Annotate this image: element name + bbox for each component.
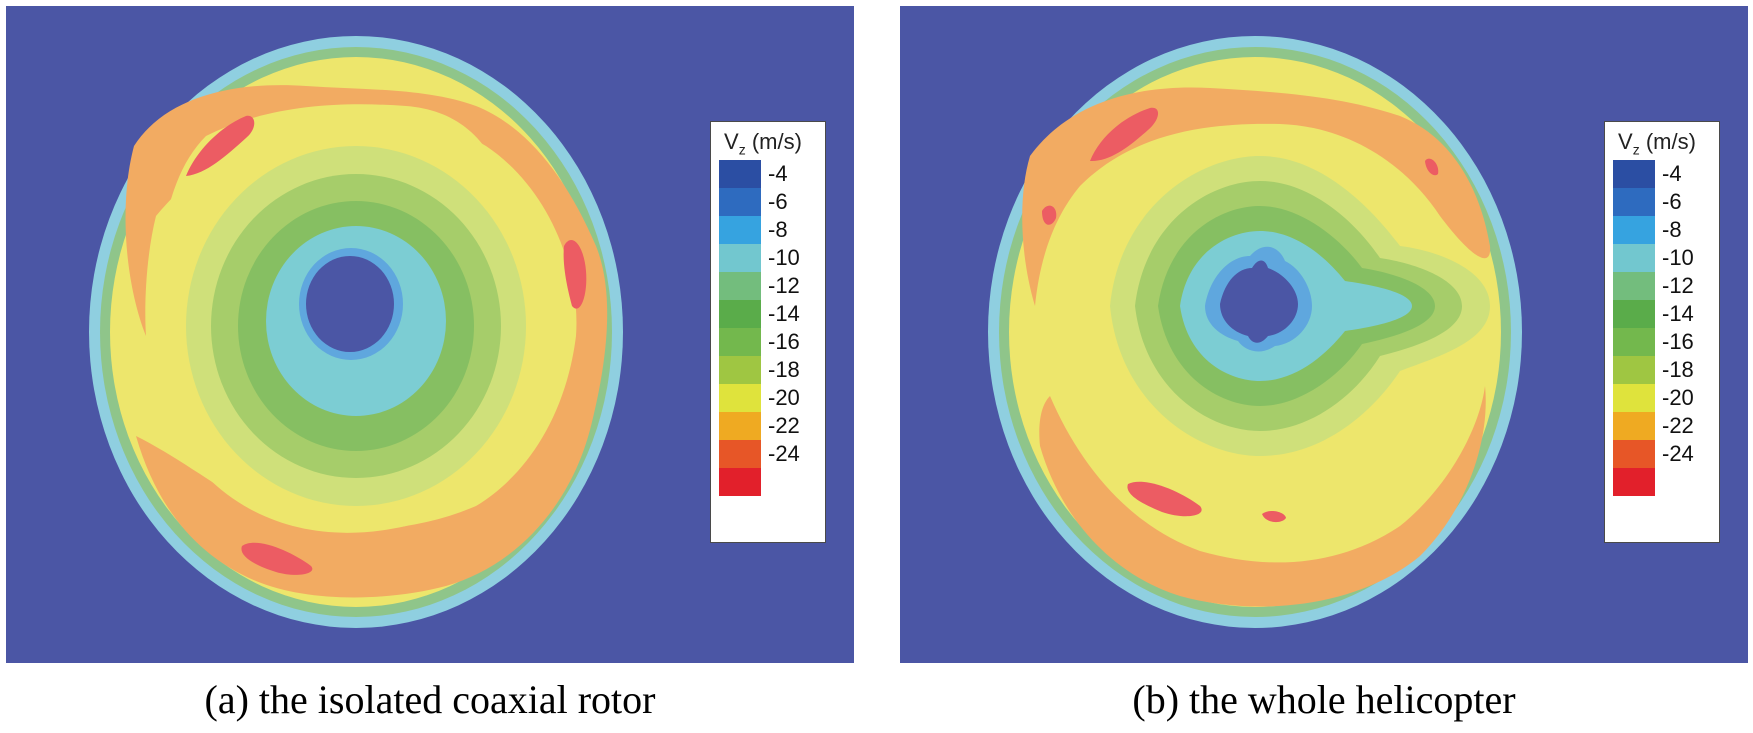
hot-spot-b-1 <box>1090 107 1159 162</box>
legend-label: -14 <box>1662 301 1694 326</box>
legend-label: -22 <box>1662 413 1694 438</box>
legend-label: -8 <box>768 217 788 242</box>
legend-label: -20 <box>1662 385 1694 410</box>
legend-label: -10 <box>1662 245 1694 270</box>
hot-spot-a-1 <box>186 115 255 176</box>
legend-swatch <box>1613 412 1655 440</box>
core-hole-a <box>306 256 394 352</box>
legend-label: -8 <box>1662 217 1682 242</box>
legend-title-a: Vz (m/s) <box>724 129 802 158</box>
legend-swatch <box>719 300 761 328</box>
legend-swatch <box>1613 468 1655 496</box>
legend-label: -20 <box>768 385 800 410</box>
legend-swatch <box>719 328 761 356</box>
legend-label: -4 <box>1662 161 1682 186</box>
legend-swatch <box>1613 272 1655 300</box>
legend-swatch <box>719 216 761 244</box>
contour-plot-b <box>900 6 1748 663</box>
legend-swatch <box>719 440 761 468</box>
hot-spot-a-3 <box>241 542 313 575</box>
legend-swatch <box>719 272 761 300</box>
legend-label: -6 <box>1662 189 1682 214</box>
legend-swatch <box>1613 384 1655 412</box>
legend-label: -12 <box>768 273 800 298</box>
legend-label: -18 <box>1662 357 1694 382</box>
legend-label: -16 <box>768 329 800 354</box>
caption-b: (b) the whole helicopter <box>1132 677 1516 722</box>
legend-title-b: Vz (m/s) <box>1618 129 1696 158</box>
contour-panel-a: Vz (m/s) -4 -6 -8 -10 -12 -14 -16 -18 -20 -22 -24 <box>6 6 854 663</box>
contour-panel-b: Vz (m/s) -4 -6 -8 -10 -12 -14 -16 -18 -20 -22 -24 <box>900 6 1748 663</box>
legend-swatch <box>719 356 761 384</box>
legend-label: -18 <box>768 357 800 382</box>
legend-label: -6 <box>768 189 788 214</box>
contour-plot-a <box>6 6 854 663</box>
legend-label: -24 <box>1662 441 1694 466</box>
legend-swatch <box>719 188 761 216</box>
legend-swatch <box>1613 216 1655 244</box>
legend-label: -24 <box>768 441 800 466</box>
legend-swatch <box>1613 244 1655 272</box>
hot-spot-b-5 <box>1262 511 1286 523</box>
legend-swatch <box>719 468 761 496</box>
legend-swatch <box>1613 440 1655 468</box>
hot-spot-a-2 <box>563 240 587 309</box>
orange-band-b-top <box>1022 87 1491 306</box>
hot-spot-b-2 <box>1042 205 1057 225</box>
legend-swatch <box>1613 328 1655 356</box>
orange-band-b-bottom <box>1039 386 1486 607</box>
legend-swatch <box>719 384 761 412</box>
caption-a: (a) the isolated coaxial rotor <box>204 677 656 722</box>
core-hole-b <box>1220 260 1298 343</box>
orange-band-a <box>125 85 608 598</box>
hot-spot-b-4 <box>1127 481 1202 517</box>
legend-label: -10 <box>768 245 800 270</box>
legend-swatch <box>1613 356 1655 384</box>
legend-label: -14 <box>768 301 800 326</box>
legend-b: Vz (m/s) -4 -6 -8 -10 -12 -14 -16 -18 -20 -22 -24 <box>1604 121 1720 543</box>
legend-a: Vz (m/s) -4 -6 -8 -10 -12 -14 -16 -18 -20 -22 -24 <box>710 121 826 543</box>
legend-label: -22 <box>768 413 800 438</box>
legend-swatch <box>1613 160 1655 188</box>
legend-swatch <box>719 412 761 440</box>
legend-label: -16 <box>1662 329 1694 354</box>
legend-swatch <box>1613 300 1655 328</box>
legend-label: -4 <box>768 161 788 186</box>
legend-swatch <box>1613 188 1655 216</box>
hot-spot-b-3 <box>1425 158 1439 176</box>
legend-swatch <box>719 160 761 188</box>
legend-label: -12 <box>1662 273 1694 298</box>
legend-swatch <box>719 244 761 272</box>
